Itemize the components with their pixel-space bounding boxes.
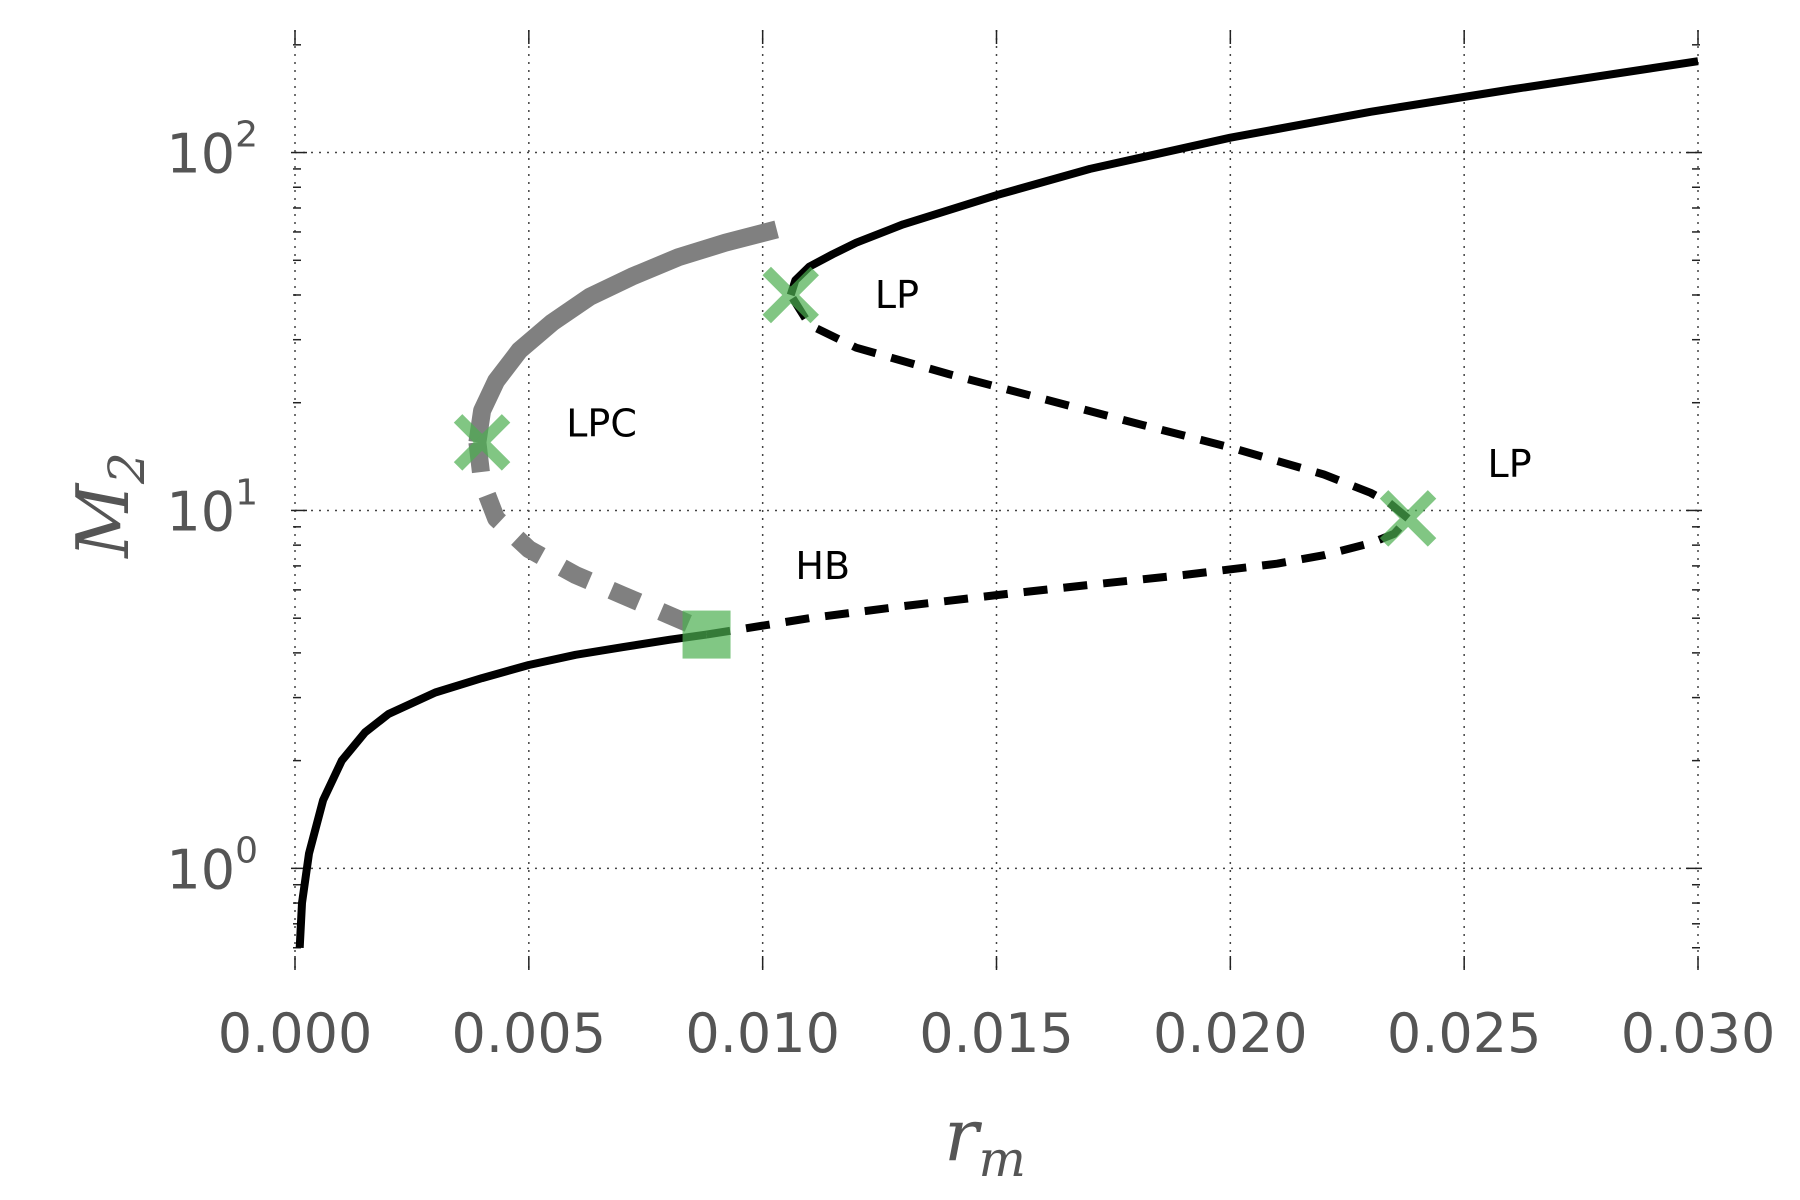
series-line <box>705 515 1411 639</box>
marker-x <box>453 414 511 471</box>
y-tick-label: 102 <box>166 115 258 186</box>
x-tick-label: 0.000 <box>218 1002 373 1065</box>
axis-ticks <box>291 30 1702 970</box>
x-tick-label: 0.020 <box>1153 1002 1308 1065</box>
tick-labels: 0.000 0.005 0.010 0.015 0.020 0.025 0.030 100 10… <box>166 115 1775 1065</box>
series-line <box>787 292 1411 522</box>
annotations: LPC LP HB LP <box>566 273 1531 588</box>
x-axis-label: r <box>944 1093 982 1177</box>
grid <box>294 30 1699 970</box>
annotation-label: LP <box>875 273 919 317</box>
y-axis-title: M2 <box>61 452 156 560</box>
y-tick-label: 100 <box>166 830 258 901</box>
marker-square <box>682 610 731 659</box>
series-line <box>468 220 779 444</box>
marker-x <box>762 266 819 324</box>
series-line <box>468 441 711 640</box>
y-axis-label-sub: 2 <box>98 452 156 485</box>
y-tick-label: 101 <box>166 472 258 543</box>
x-axis-title: rm <box>944 1093 1026 1188</box>
annotation-label: HB <box>795 544 850 588</box>
marker-group <box>453 266 1437 659</box>
annotation-label: LP <box>1488 442 1532 486</box>
x-tick-label: 0.025 <box>1387 1002 1542 1065</box>
annotation-label: LPC <box>566 401 637 445</box>
series-group <box>295 57 1699 949</box>
x-tick-label: 0.030 <box>1621 1002 1776 1065</box>
marker-x <box>1379 490 1437 547</box>
series-line <box>295 630 708 949</box>
x-tick-label: 0.010 <box>685 1002 840 1065</box>
x-tick-label: 0.015 <box>919 1002 1074 1065</box>
x-axis-label-sub: m <box>979 1130 1026 1188</box>
x-tick-label: 0.005 <box>452 1002 607 1065</box>
y-axis-label: M <box>61 482 145 560</box>
series-line <box>786 57 1699 297</box>
